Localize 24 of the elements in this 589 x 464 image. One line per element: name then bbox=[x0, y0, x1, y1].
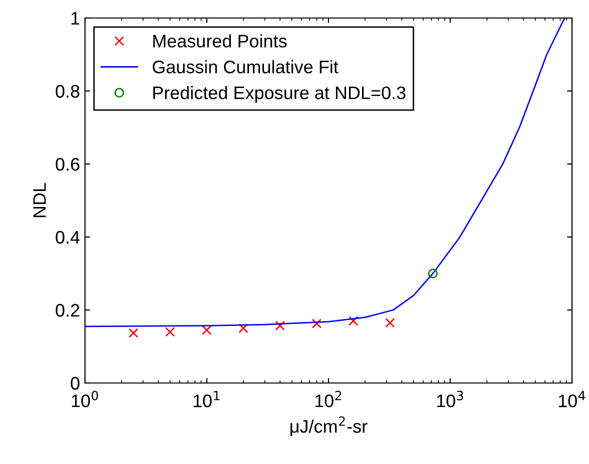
point bbox=[202, 325, 212, 335]
x-tick-label: 10$^{1}$ bbox=[194, 390, 220, 408]
x-axis-title: μJ/cm$^{2}$-sr bbox=[290, 416, 368, 436]
x-tick-label: 10$^{0}$ bbox=[72, 390, 98, 408]
point bbox=[128, 328, 138, 338]
x-tick-label: 10$^{4}$ bbox=[558, 390, 586, 408]
y-tick-label: 0.4 bbox=[56, 230, 80, 244]
x-tick-label: 10$^{3}$ bbox=[437, 390, 464, 408]
y-tick-label: 0.6 bbox=[56, 158, 80, 171]
y-tick-label: 1 bbox=[71, 12, 80, 25]
point bbox=[275, 320, 285, 331]
point bbox=[312, 318, 322, 328]
legend-label: Predicted Exposure at NDL=0.3 bbox=[153, 86, 406, 103]
y-axis-title: NDL bbox=[33, 183, 46, 218]
y-tick-label: 0.2 bbox=[56, 304, 80, 317]
legend-label: Measured Points bbox=[153, 34, 287, 48]
x-tick-label: 10$^{2}$ bbox=[315, 390, 342, 408]
legend-label: Gaussin Cumulative Fit bbox=[152, 60, 338, 74]
point bbox=[385, 318, 395, 328]
y-tick-label: 0 bbox=[70, 376, 80, 390]
y-tick-label: 0.8 bbox=[56, 84, 80, 98]
point bbox=[348, 316, 358, 326]
point bbox=[165, 327, 175, 337]
point bbox=[238, 323, 248, 334]
